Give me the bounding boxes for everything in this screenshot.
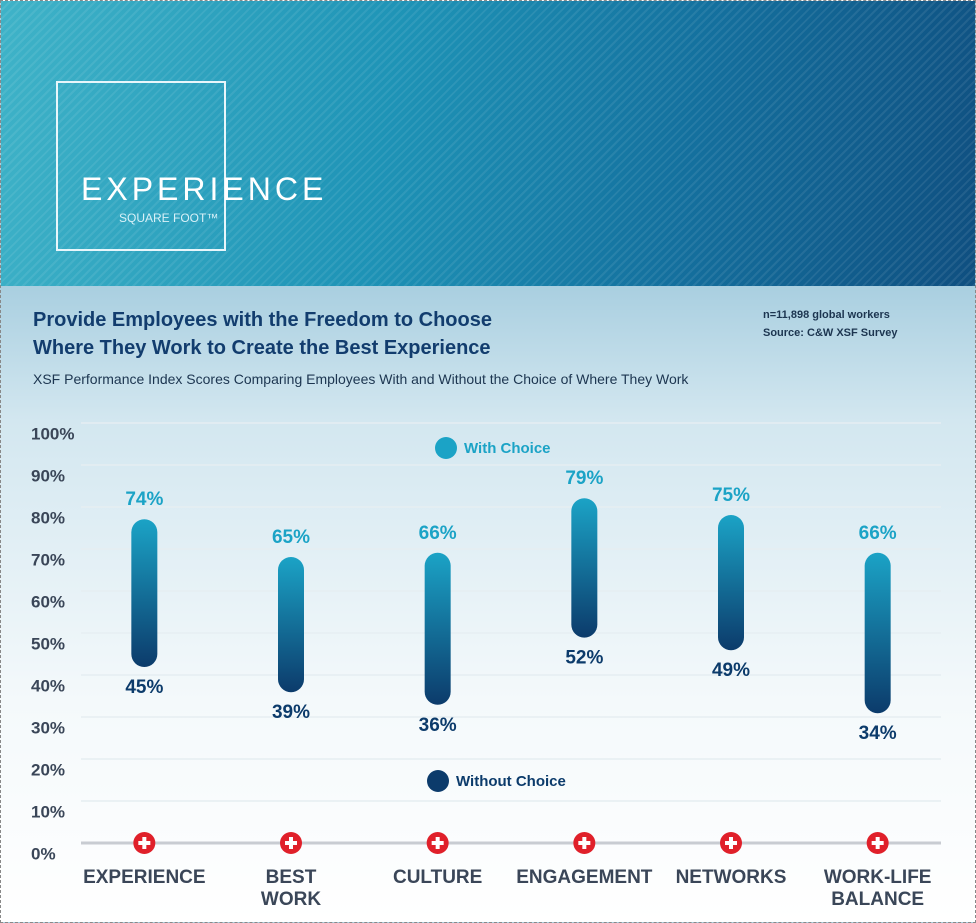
x-tick-label: EXPERIENCE: [83, 867, 206, 888]
value-label: 79%: [565, 468, 603, 489]
tagline: SQUARE FOOT™: [119, 211, 219, 225]
y-tick-label: 90%: [31, 466, 65, 485]
legend-marker: [435, 437, 457, 459]
plus-icon: [578, 837, 591, 849]
value-label: 49%: [712, 660, 750, 681]
y-tick-label: 0%: [31, 844, 56, 863]
value-label: 36%: [419, 715, 457, 736]
x-tick-label: BEST WORK: [260, 867, 322, 910]
legend-label: Without Choice: [456, 773, 566, 790]
note: Source: C&W XSF Survey: [763, 327, 898, 339]
range-bar: [278, 557, 304, 693]
plus-icon: [871, 837, 884, 849]
range-bar: [424, 552, 451, 705]
x-tick-label: ENGAGEMENT: [516, 867, 653, 888]
legend-label: With Choice: [464, 440, 551, 457]
y-tick-label: 40%: [31, 676, 65, 695]
brand: EXPERIENCE: [81, 171, 328, 207]
y-tick-label: 100%: [31, 424, 74, 443]
logo-box: [56, 81, 226, 251]
plus-icon: [725, 837, 737, 849]
note: n=11,898 global workers: [763, 309, 890, 321]
x-tick-label: CULTURE: [392, 867, 483, 888]
value-label: 66%: [859, 523, 897, 544]
y-tick-label: 70%: [31, 550, 65, 569]
legend-marker: [427, 770, 449, 792]
chart-title: Provide Employees with the Freedom to Ch…: [33, 309, 492, 359]
y-tick-label: 20%: [31, 760, 65, 779]
chart-subtitle: XSF Performance Index Scores Comparing E…: [33, 371, 689, 387]
value-label: 74%: [125, 489, 163, 510]
range-bar: [571, 498, 598, 638]
y-tick-label: 10%: [31, 802, 65, 821]
value-label: 52%: [565, 648, 603, 669]
x-tick-label: WORK-LIFE BALANCE: [823, 867, 932, 910]
range-bar: [718, 515, 744, 651]
hero-image: [1, 1, 975, 286]
value-label: 65%: [272, 527, 310, 548]
plus-icon: [138, 837, 151, 849]
range-bar: [131, 519, 158, 667]
y-tick-label: 80%: [31, 508, 65, 527]
y-tick-label: 60%: [31, 592, 65, 611]
range-bar: [864, 552, 891, 714]
value-label: 45%: [125, 677, 163, 698]
y-tick-label: 30%: [31, 718, 65, 737]
value-label: 39%: [272, 702, 310, 723]
y-tick-label: 50%: [31, 634, 65, 653]
value-label: 34%: [859, 723, 897, 744]
x-tick-label: NETWORKS: [675, 867, 787, 888]
value-label: 66%: [419, 523, 457, 544]
plus-icon: [431, 837, 444, 849]
plus-icon: [285, 837, 297, 849]
value-label: 75%: [712, 485, 750, 506]
